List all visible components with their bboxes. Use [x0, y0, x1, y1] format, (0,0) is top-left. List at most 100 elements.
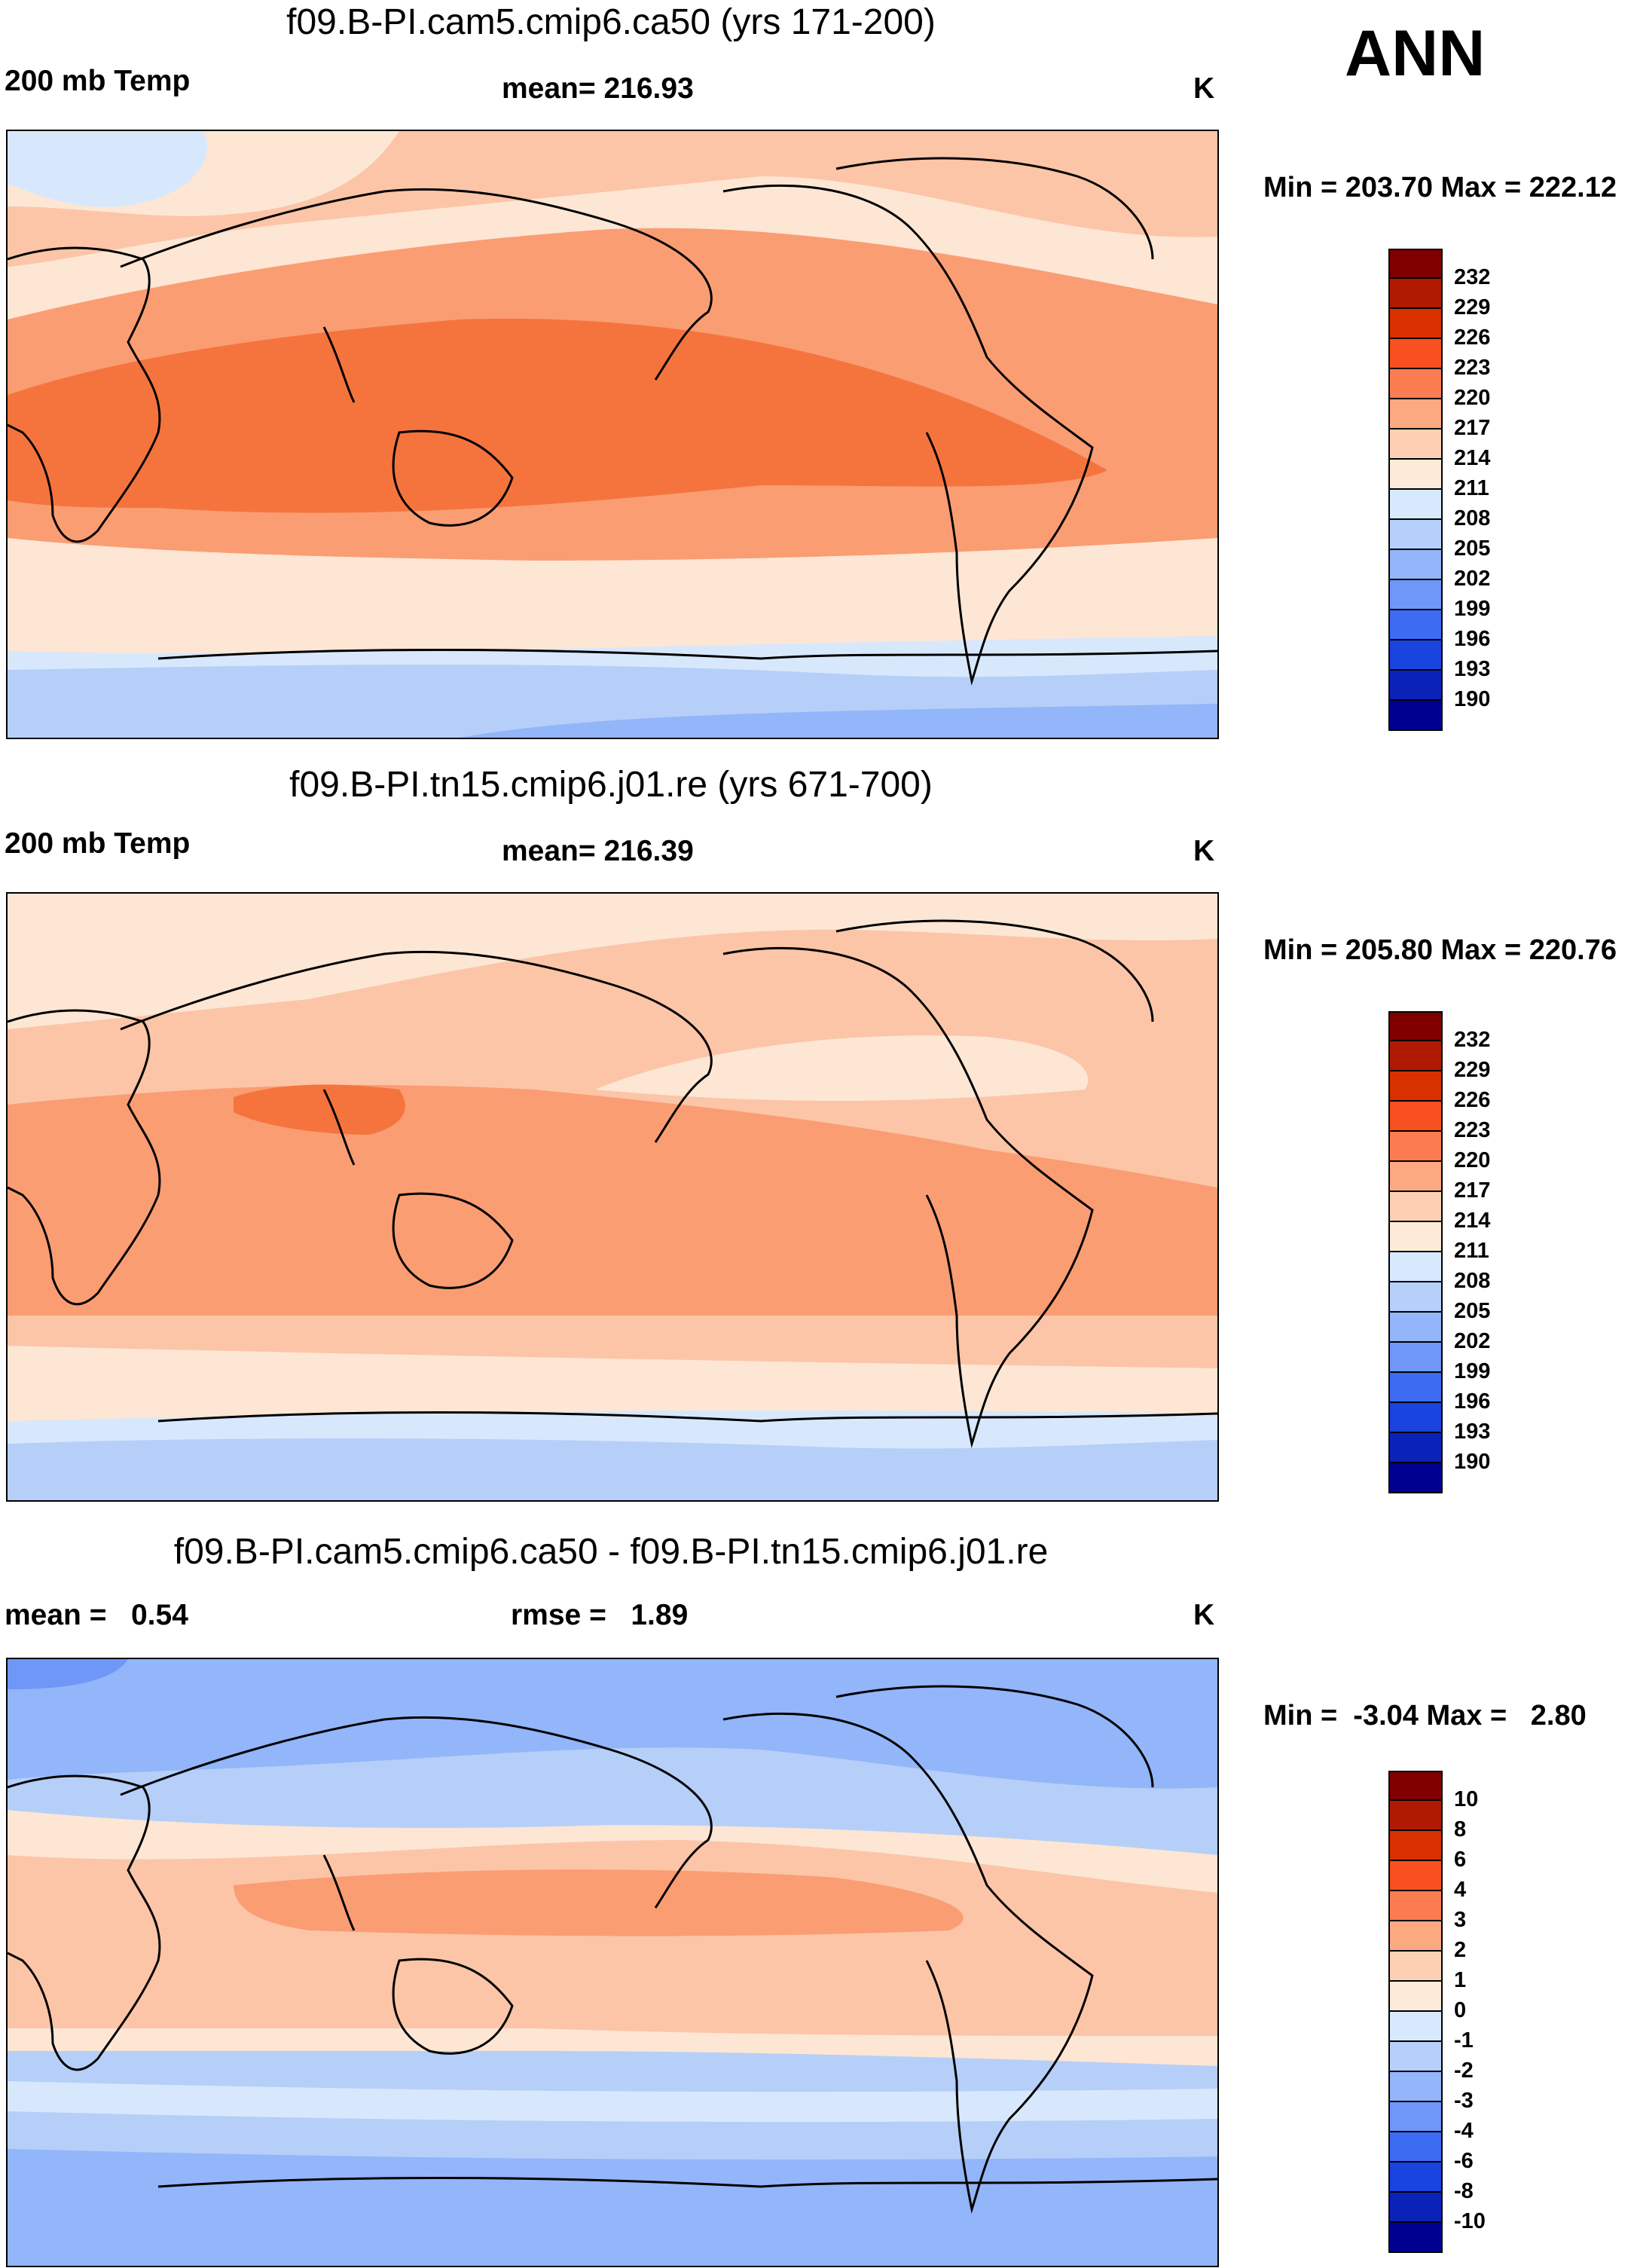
- panel-3-colorbar-label: 1: [1454, 1968, 1467, 1992]
- panel-3-colorbar-box: [1388, 2072, 1443, 2102]
- panel-3-colorbar-box: [1388, 1861, 1443, 1891]
- panel-3-colorbar-label: -8: [1454, 2179, 1474, 2203]
- panel-2-map: [6, 892, 1219, 1502]
- map1-south-cool: [460, 704, 1217, 738]
- map1-coastlines: [8, 157, 1217, 686]
- panel-2-colorbar-label: 229: [1454, 1058, 1491, 1082]
- panel-2-variable-label: 200 mb Temp: [5, 827, 191, 860]
- panel-1-colorbar-label: 202: [1454, 567, 1491, 591]
- panel-1-map-svg: [8, 131, 1217, 738]
- panel-2-colorbar-label: 202: [1454, 1329, 1491, 1353]
- panel-1-colorbar-label: 199: [1454, 597, 1491, 621]
- panel-1-map: [6, 130, 1219, 739]
- panel-1-units: K: [1193, 72, 1215, 105]
- panel-2-colorbar-box: [1388, 1222, 1443, 1252]
- panel-3-map-svg: [8, 1659, 1217, 2266]
- panel-1-colorbar-box: [1388, 671, 1443, 701]
- panel-2-colorbar-label: 208: [1454, 1269, 1491, 1293]
- panel-2-colorbar-box: [1388, 1071, 1443, 1102]
- panel-3-colorbar-box: [1388, 2042, 1443, 2072]
- panel-3-minmax: Min = -3.04 Max = 2.80: [1263, 1700, 1587, 1732]
- panel-1-colorbar-box: [1388, 640, 1443, 671]
- panel-3-title: f09.B-PI.cam5.cmip6.ca50 - f09.B-PI.tn15…: [173, 1532, 1049, 1572]
- map2-north-pale: [8, 894, 1217, 1029]
- panel-3-colorbar-label: -1: [1454, 2028, 1474, 2053]
- panel-1-colorbar-label: 223: [1454, 356, 1491, 380]
- panel-3-mean-label: mean = 0.54: [5, 1599, 188, 1631]
- season-label: ANN: [1345, 17, 1486, 90]
- map2-coastlines: [8, 919, 1217, 1448]
- panel-2-colorbar-label: 223: [1454, 1118, 1491, 1142]
- map3-warm-band: [234, 1869, 964, 1936]
- panel-3-colorbar-label: -2: [1454, 2059, 1474, 2083]
- panel-3-colorbar-box: [1388, 2163, 1443, 2193]
- panel-1-colorbar-label: 232: [1454, 265, 1491, 289]
- panel-3-colorbar-label: 10: [1454, 1787, 1479, 1811]
- panel-1-colorbar-box: [1388, 550, 1443, 580]
- panel-1-colorbar-box: [1388, 580, 1443, 610]
- panel-1-colorbar-box: [1388, 399, 1443, 429]
- panel-1-colorbar-box: [1388, 369, 1443, 399]
- panel-2-colorbar-box: [1388, 1041, 1443, 1071]
- panel-2-colorbar-label: 196: [1454, 1389, 1491, 1414]
- panel-3-colorbar-box: [1388, 1831, 1443, 1861]
- panel-3-colorbar-box: [1388, 2012, 1443, 2042]
- panel-2-colorbar-label: 205: [1454, 1299, 1491, 1323]
- panel-2-colorbar-box: [1388, 1011, 1443, 1041]
- panel-3-colorbar-label: -3: [1454, 2089, 1474, 2113]
- map1-north-cool: [8, 131, 208, 207]
- panel-2-colorbar-box: [1388, 1343, 1443, 1373]
- panel-2-colorbar-box: [1388, 1463, 1443, 1493]
- panel-1-colorbar-label: 196: [1454, 627, 1491, 651]
- panel-3-colorbar-label: -6: [1454, 2149, 1474, 2173]
- panel-3-colorbar-box: [1388, 1801, 1443, 1831]
- panel-2-map-svg: [8, 894, 1217, 1500]
- panel-1-colorbar-label: 205: [1454, 536, 1491, 561]
- panel-1-colorbar-box: [1388, 279, 1443, 309]
- panel-2-colorbar: [1388, 1011, 1443, 1493]
- panel-1-colorbar-box: [1388, 429, 1443, 460]
- panel-1-colorbar-box: [1388, 520, 1443, 550]
- panel-3-colorbar-label: -4: [1454, 2119, 1474, 2143]
- panel-1-colorbar-box: [1388, 701, 1443, 731]
- panel-2-colorbar-label: 220: [1454, 1148, 1491, 1172]
- panel-2-colorbar-box: [1388, 1102, 1443, 1132]
- map2-deep-warm-spot: [234, 1084, 405, 1135]
- panel-2-colorbar-box: [1388, 1192, 1443, 1222]
- panel-3-colorbar-box: [1388, 2102, 1443, 2132]
- panel-2-colorbar-box: [1388, 1433, 1443, 1463]
- panel-1-colorbar: [1388, 249, 1443, 731]
- panel-1-colorbar-box: [1388, 339, 1443, 369]
- panel-2-colorbar-box: [1388, 1132, 1443, 1162]
- panel-3-colorbar-box: [1388, 1771, 1443, 1801]
- panel-3-colorbar-label: 3: [1454, 1908, 1467, 1932]
- panel-3-colorbar-box: [1388, 1952, 1443, 1982]
- panel-3-colorbar-label: 0: [1454, 1998, 1467, 2022]
- panel-2-colorbar-label: 226: [1454, 1088, 1491, 1112]
- panel-2-colorbar-box: [1388, 1403, 1443, 1433]
- map1-deep-warm-band: [8, 318, 1107, 513]
- map2-warm-band: [8, 1085, 1217, 1316]
- panel-2-colorbar-box: [1388, 1282, 1443, 1313]
- panel-2-colorbar-label: 193: [1454, 1420, 1491, 1444]
- panel-1-colorbar-box: [1388, 490, 1443, 520]
- panel-1-variable-label: 200 mb Temp: [5, 65, 191, 97]
- panel-2-units: K: [1193, 835, 1215, 867]
- panel-3-colorbar: [1388, 1771, 1443, 2253]
- panel-1-colorbar-label: 217: [1454, 416, 1491, 440]
- panel-3-colorbar-box: [1388, 2132, 1443, 2163]
- panel-2-colorbar-box: [1388, 1313, 1443, 1343]
- panel-2-colorbar-label: 190: [1454, 1450, 1491, 1474]
- map3-north-cool: [8, 1659, 1217, 1789]
- panel-2-colorbar-label: 199: [1454, 1359, 1491, 1383]
- panel-3-colorbar-label: 8: [1454, 1817, 1467, 1842]
- panel-1-colorbar-label: 208: [1454, 506, 1491, 530]
- panel-3-colorbar-label: 2: [1454, 1938, 1467, 1962]
- panel-1-title: f09.B-PI.cam5.cmip6.ca50 (yrs 171-200): [286, 2, 936, 42]
- map3-north-deep-cool: [8, 1659, 128, 1689]
- panel-1-colorbar-label: 229: [1454, 295, 1491, 319]
- panel-1-mean-label: mean= 216.93: [502, 72, 694, 105]
- panel-3-colorbar-box: [1388, 2223, 1443, 2253]
- panel-2-colorbar-box: [1388, 1252, 1443, 1282]
- panel-2-minmax: Min = 205.80 Max = 220.76: [1263, 934, 1617, 966]
